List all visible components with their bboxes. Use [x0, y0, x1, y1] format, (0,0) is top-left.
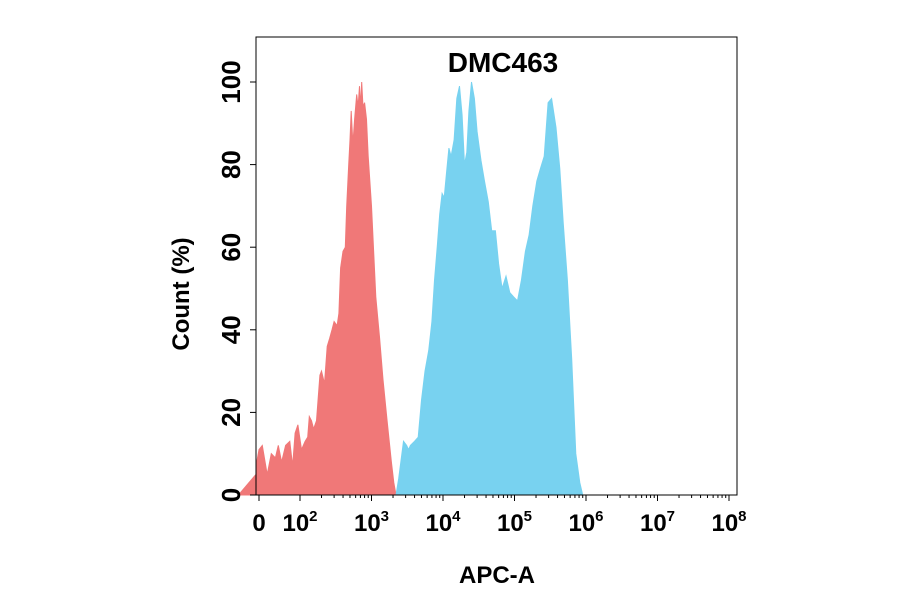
- y-tick-label: 40: [216, 315, 246, 344]
- y-tick-label: 0: [216, 488, 246, 502]
- x-tick-label: 0: [252, 510, 265, 537]
- y-axis-ticks: 0 20 40 60 80 100: [216, 60, 256, 502]
- y-tick-label: 100: [216, 60, 246, 103]
- y-tick-label: 80: [216, 150, 246, 179]
- x-tick-label: 107: [640, 508, 675, 537]
- x-axis-title: APC-A: [459, 562, 535, 589]
- x-tick-label: 106: [568, 508, 603, 537]
- x-tick-label: 102: [282, 508, 317, 537]
- y-tick-label: 20: [216, 398, 246, 427]
- x-axis-ticks: 0 102 103 104 105 106 107 108: [252, 495, 747, 537]
- histogram-area-1: [237, 81, 397, 496]
- chart-title: DMC463: [448, 47, 558, 78]
- y-axis-title: Count (%): [168, 237, 195, 350]
- histogram-series: [237, 81, 584, 496]
- plot-area-frame: [255, 36, 738, 496]
- y-tick-label: 60: [216, 233, 246, 262]
- histogram-area-2: [395, 81, 584, 496]
- x-tick-label: 105: [497, 508, 532, 537]
- x-tick-label: 103: [354, 508, 389, 537]
- x-tick-label: 108: [711, 508, 746, 537]
- x-tick-label: 104: [425, 508, 461, 537]
